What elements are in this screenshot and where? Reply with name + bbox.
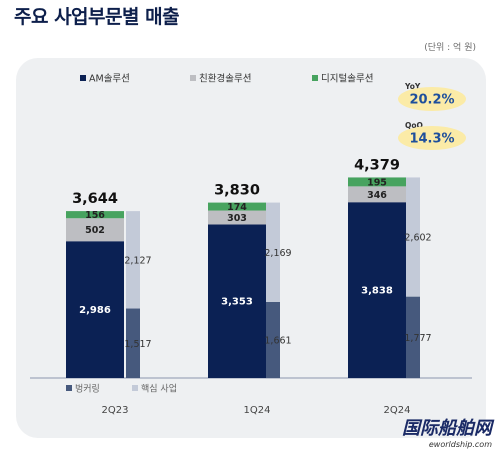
bar-2Q24-seg-2 (348, 177, 406, 187)
side-bar-1Q24-core (266, 202, 280, 302)
category-label-2Q23: 2Q23 (102, 405, 129, 416)
bar-label-1Q24-seg-0: 3,353 (221, 297, 253, 308)
bar-label-2Q24-seg-2: 195 (367, 177, 387, 188)
watermark-cn: 国际船舶网 (402, 418, 492, 439)
bar-2Q23-seg-0 (66, 241, 124, 378)
side-bar-2Q23-core (126, 211, 140, 309)
bar-label-1Q24-seg-2: 174 (227, 202, 247, 213)
side-label-2Q24-core: 2,602 (404, 233, 431, 244)
side-label-1Q24-core: 2,169 (264, 248, 291, 259)
side-label-2Q23-core: 2,127 (124, 255, 151, 266)
bar-1Q24-seg-1 (208, 210, 266, 225)
bottom-legend-label-0: 벙커링 (75, 383, 100, 395)
bar-1Q24-seg-2 (208, 202, 266, 211)
side-bar-2Q24-core (406, 177, 420, 297)
bar-label-2Q24-seg-1: 346 (367, 190, 387, 201)
bottom-legend-swatch-1 (132, 385, 138, 391)
bar-label-2Q23-seg-1: 502 (85, 225, 105, 236)
watermark: 国际船舶网 eworldship.com (402, 414, 492, 449)
badge-bg-yoy (398, 87, 466, 111)
badge-label-yoy: YoY (404, 82, 421, 91)
category-label-1Q24: 1Q24 (244, 405, 271, 416)
page-title: 주요 사업부문별 매출 (14, 6, 180, 28)
watermark-en: eworldship.com (428, 440, 492, 449)
legend-swatch-0 (80, 75, 86, 81)
unit-note: (단위 : 억 원) (424, 43, 476, 53)
bar-2Q24-seg-0 (348, 202, 406, 378)
badge-value-yoy: 20.2% (409, 93, 454, 108)
bar-2Q23-seg-2 (66, 211, 124, 219)
total-label-2Q23: 3,644 (72, 191, 118, 207)
category-label-2Q24: 2Q24 (384, 405, 411, 416)
side-bar-1Q24-bunkering (266, 301, 280, 378)
side-label-1Q24-bunkering: 1,661 (264, 335, 291, 346)
bottom-legend-swatch-0 (66, 385, 72, 391)
side-label-2Q24-bunkering: 1,777 (404, 333, 431, 344)
bar-label-2Q23-seg-0: 2,986 (79, 305, 111, 316)
bar-2Q23-seg-1 (66, 218, 124, 242)
bar-1Q24-seg-0 (208, 224, 266, 378)
bar-label-2Q23-seg-2: 156 (85, 210, 105, 221)
side-bar-2Q23-bunkering (126, 308, 140, 378)
bottom-legend-label-1: 핵심 사업 (141, 383, 177, 395)
side-label-2Q23-bunkering: 1,517 (124, 339, 151, 350)
side-bar-2Q24-bunkering (406, 296, 420, 378)
bar-2Q24-seg-1 (348, 186, 406, 203)
bar-label-2Q24-seg-0: 3,838 (361, 286, 393, 297)
bar-label-1Q24-seg-1: 303 (227, 213, 247, 224)
badge-label-qoq: QoQ (405, 121, 423, 130)
legend-label-0: AM솔루션 (89, 74, 130, 85)
total-label-2Q24: 4,379 (354, 157, 400, 173)
legend-label-1: 친환경솔루션 (199, 73, 251, 85)
badge-bg-qoq (398, 126, 466, 150)
legend-swatch-1 (190, 75, 196, 81)
total-label-1Q24: 3,830 (214, 183, 260, 199)
legend-label-2: 디지털솔루션 (321, 73, 373, 85)
badge-value-qoq: 14.3% (409, 132, 454, 147)
legend-swatch-2 (312, 75, 318, 81)
